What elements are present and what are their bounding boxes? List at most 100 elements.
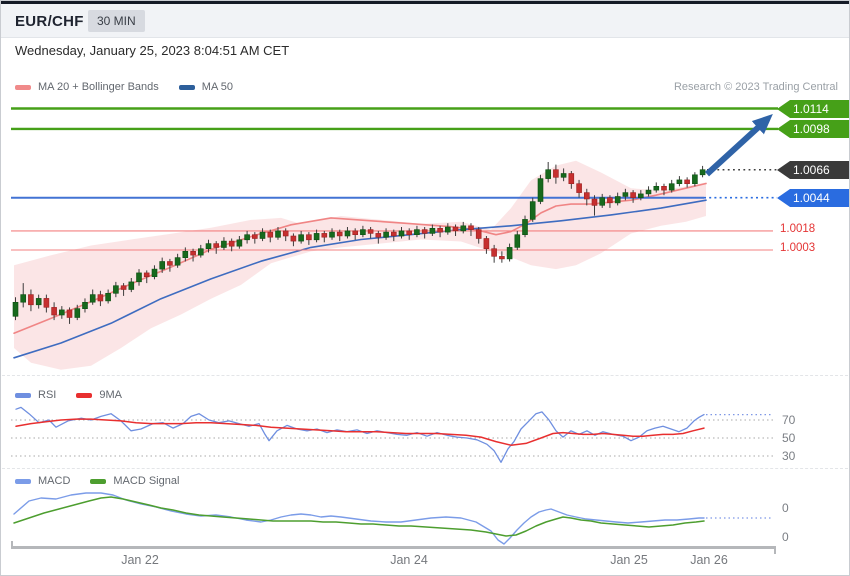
candle-body <box>136 272 142 283</box>
candle-body <box>97 294 104 302</box>
candle-body <box>244 234 250 241</box>
candle-body <box>653 186 660 191</box>
candle-body <box>151 268 158 278</box>
rsi-legend-item: 9MA <box>76 389 122 401</box>
candle-body <box>421 229 428 234</box>
ma50-line <box>13 199 707 359</box>
x-axis-label: Jan 24 <box>390 553 428 567</box>
candle-body <box>360 229 366 236</box>
rsi-tick-label: 30 <box>782 449 796 463</box>
chart-header: EUR/CHF 30 MIN <box>1 4 849 38</box>
macd-signal-line <box>13 496 705 537</box>
candle-body <box>599 197 606 206</box>
bullish-forecast-arrow <box>704 114 773 177</box>
x-axis-label: Jan 22 <box>121 553 159 567</box>
rsi-tick-label: 50 <box>782 431 796 445</box>
candle-body <box>367 229 374 234</box>
main-legend-item: MA 20 + Bollinger Bands <box>15 81 159 93</box>
macd-legend-label: MACD <box>38 475 71 487</box>
candle-body <box>20 294 27 303</box>
candle-body <box>252 234 258 239</box>
macd-zero-label: 0 <box>782 501 789 515</box>
candle-body <box>637 193 644 198</box>
candle-body <box>282 230 289 237</box>
candle-body <box>89 294 96 303</box>
candle-body <box>182 251 189 259</box>
candle-body <box>699 169 706 176</box>
candle-body <box>329 231 335 238</box>
rsi-legend-item: RSI <box>15 389 56 401</box>
candle-body <box>537 178 544 202</box>
price-level-badge: 1.0098 <box>777 120 849 138</box>
symbol-title: EUR/CHF <box>15 13 84 30</box>
timeframe-badge: 30 MIN <box>88 10 145 32</box>
rsi-tick-label: 70 <box>782 413 796 427</box>
candle-body <box>692 174 698 185</box>
candle-body <box>313 233 320 241</box>
candle-body <box>622 192 629 197</box>
panel-divider <box>2 375 848 376</box>
watermark: Research © 2023 Trading Central <box>673 81 838 93</box>
candle-body <box>522 219 528 235</box>
candle-body <box>113 285 119 294</box>
macd-legend-swatch-icon <box>90 478 107 484</box>
candle-body <box>58 309 65 316</box>
candle-body <box>475 229 482 239</box>
panel-divider <box>2 468 848 469</box>
candle-body <box>576 183 582 193</box>
candle-body <box>74 308 81 318</box>
candle-body <box>491 248 497 257</box>
candle-body <box>105 292 111 302</box>
candle-body <box>668 183 675 191</box>
candle-body <box>236 239 243 247</box>
candle-body <box>583 192 590 200</box>
candle-body <box>437 228 443 233</box>
rsi-legend-label: 9MA <box>99 389 122 401</box>
candle-body <box>82 301 88 309</box>
macd-zero-label: 0 <box>782 530 789 544</box>
candle-body <box>28 294 34 306</box>
rsi-legend-swatch-icon <box>15 392 31 398</box>
candle-body <box>684 179 690 184</box>
rsi-line <box>15 406 705 463</box>
candle-body <box>406 230 413 235</box>
candle-body <box>190 251 196 256</box>
price-level-label: 1.0003 <box>780 242 816 254</box>
macd-legend-label: MACD Signal <box>113 475 180 487</box>
candle-body <box>568 173 575 184</box>
main-legend-label: MA 20 + Bollinger Bands <box>38 81 159 93</box>
candle-body <box>167 261 173 266</box>
candle-body <box>661 186 667 191</box>
top-accent-bar <box>1 1 849 4</box>
candle-body <box>275 230 281 238</box>
candle-body <box>221 240 227 248</box>
candle-body <box>174 257 181 266</box>
candle-body <box>630 192 636 199</box>
macd-legend-item: MACD <box>15 475 70 487</box>
candle-body <box>344 230 351 237</box>
main-legend-swatch-icon <box>15 84 31 90</box>
candle-body <box>352 230 359 235</box>
macd-legend-item: MACD Signal <box>90 475 179 487</box>
candle-body <box>51 307 57 316</box>
candle-body <box>414 229 420 236</box>
bollinger-band-area <box>14 160 706 370</box>
rsi-legend: RSI 9MA <box>15 389 134 401</box>
candle-body <box>645 189 652 195</box>
candle-body <box>545 169 552 179</box>
candle-body <box>383 231 389 238</box>
datetime-label: Wednesday, January 25, 2023 8:04:51 AM C… <box>15 43 290 58</box>
candle-body <box>143 272 150 277</box>
x-axis-label: Jan 26 <box>690 553 728 567</box>
rsi-9ma-line <box>15 418 705 446</box>
candle-body <box>290 235 297 242</box>
candle-body <box>506 247 513 260</box>
candle-body <box>398 230 405 237</box>
candle-body <box>676 179 683 184</box>
candle-body <box>614 196 621 204</box>
candle-body <box>43 298 50 308</box>
rsi-legend-swatch-icon <box>76 392 93 398</box>
candle-body <box>607 197 613 204</box>
